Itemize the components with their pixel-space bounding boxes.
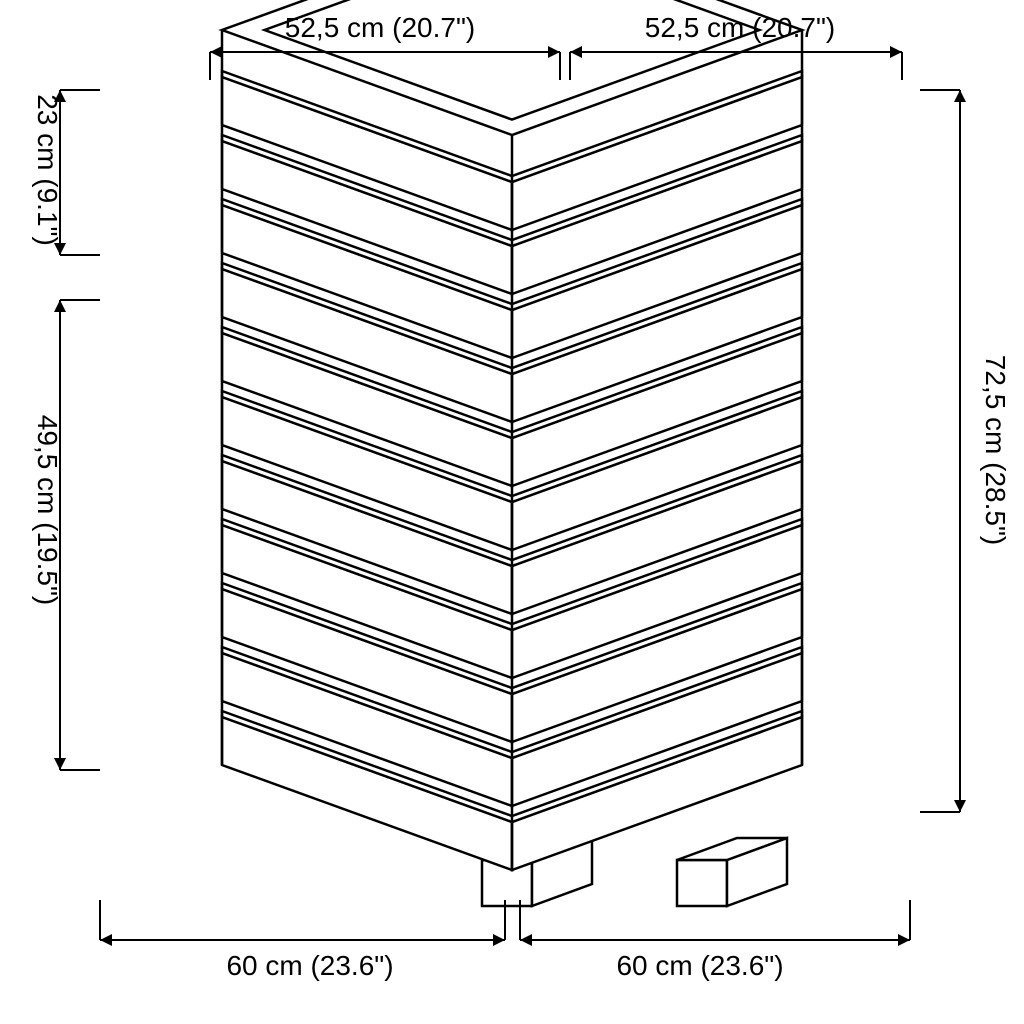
dim-arrow bbox=[890, 46, 902, 58]
dim-arrow bbox=[954, 800, 966, 812]
dim-arrow bbox=[210, 46, 222, 58]
dim-label: 52,5 cm (20.7") bbox=[645, 12, 835, 43]
dim-arrow bbox=[54, 300, 66, 312]
planter-foot bbox=[677, 860, 727, 906]
dim-label: 23 cm (9.1") bbox=[32, 94, 63, 246]
planter-body bbox=[222, 0, 802, 906]
dim-arrow bbox=[100, 934, 112, 946]
dim-arrow bbox=[520, 934, 532, 946]
dimension-diagram: 52,5 cm (20.7") 52,5 cm (20.7") 60 cm (23.… bbox=[0, 0, 1024, 1024]
dim-arrow bbox=[54, 758, 66, 770]
dim-label: 72,5 cm (28.5") bbox=[980, 355, 1011, 545]
dim-arrow bbox=[954, 90, 966, 102]
dim-arrow bbox=[898, 934, 910, 946]
dim-label: 60 cm (23.6") bbox=[616, 950, 783, 981]
dim-arrow bbox=[493, 934, 505, 946]
dim-label: 52,5 cm (20.7") bbox=[285, 12, 475, 43]
dim-label: 60 cm (23.6") bbox=[226, 950, 393, 981]
dim-label: 49,5 cm (19.5") bbox=[32, 415, 63, 605]
